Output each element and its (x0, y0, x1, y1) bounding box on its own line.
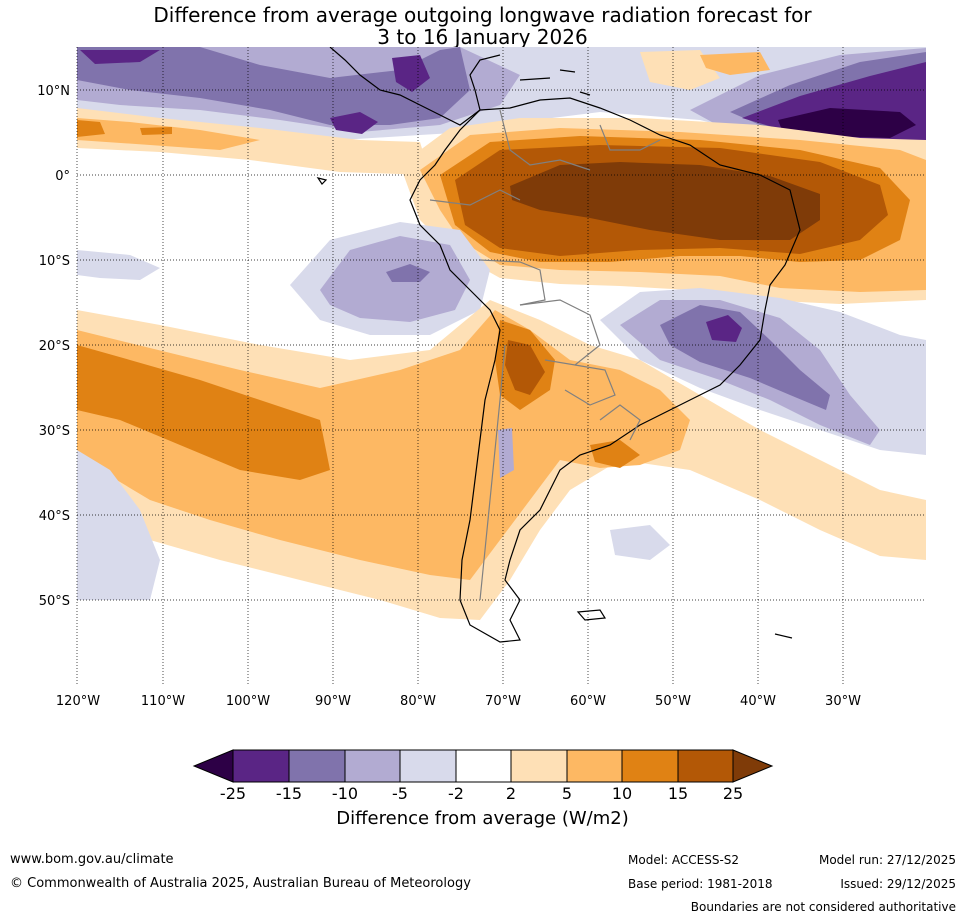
copyright-notice: © Commonwealth of Australia 2025, Austra… (10, 876, 471, 891)
negative-region-central-america (77, 47, 470, 125)
colorbar-frame (232, 749, 734, 783)
negative-region-south-atlantic-strong (660, 305, 830, 410)
colorbar-tick-label: 25 (723, 784, 743, 803)
lon-label-120w: 120°W (56, 694, 100, 709)
colorbar-segment (289, 750, 345, 782)
lat-label-30s: 30°S (39, 424, 70, 439)
lon-label-40w: 40°W (740, 694, 776, 709)
colorbar-arrow-low (192, 749, 234, 783)
border-ecuador-peru (429, 189, 521, 206)
south-america-coastline (409, 97, 801, 643)
border-guianas (599, 124, 661, 151)
lon-label-100w: 100°W (226, 694, 270, 709)
lon-label-70w: 70°W (485, 694, 521, 709)
latitude-labels: 10°N 0° 10°S 20°S 30°S 40°S 50°S (37, 84, 70, 609)
positive-core-la-plata (505, 340, 545, 395)
lat-label-50s: 50°S (39, 594, 70, 609)
issued-date: Issued: 29/12/2025 (840, 877, 956, 891)
lat-label-10s: 10°S (39, 254, 70, 269)
lon-label-30w: 30°W (825, 694, 861, 709)
colorbar-tick-label: 10 (612, 784, 632, 803)
colorbar-tick-label: -2 (448, 784, 464, 803)
lon-label-80w: 80°W (400, 694, 436, 709)
negative-region-south-pacific-west (77, 450, 160, 600)
colorbar-segment (345, 750, 400, 782)
lon-label-60w: 60°W (570, 694, 606, 709)
base-period: Base period: 1981-2018 (628, 877, 773, 891)
colorbar-segment (456, 750, 511, 782)
lon-label-90w: 90°W (315, 694, 351, 709)
negative-core-east-pacific-south (386, 264, 430, 282)
colorbar-arrow-high (732, 749, 774, 783)
colorbar-dividers (288, 750, 679, 782)
colorbar-segment (622, 750, 678, 782)
title-line-1: Difference from average outgoing longwav… (153, 3, 812, 27)
map-title: Difference from average outgoing longwav… (0, 4, 965, 48)
south-georgia (774, 633, 793, 639)
positive-band-north-atlantic-mid (700, 52, 770, 75)
negative-core-central-america (392, 55, 430, 92)
positive-region-south-pacific-strong (77, 345, 330, 480)
border-uruguay (599, 404, 641, 441)
colorbar-tick-label: 5 (562, 784, 572, 803)
negative-core-east-pacific (330, 112, 378, 134)
central-america-coastline (329, 47, 501, 126)
negative-region-patagonia (498, 428, 514, 478)
longitude-labels: 120°W 110°W 100°W 90°W 80°W 70°W 60°W 50… (56, 694, 861, 709)
colorbar-tick-label: -5 (392, 784, 408, 803)
title-line-2: 3 to 16 January 2026 (377, 25, 588, 49)
positive-band-equatorial-pacific-strong-2 (140, 127, 172, 135)
negative-core-south-atlantic (706, 315, 742, 342)
coastlines (316, 47, 801, 643)
model-run-date: Model run: 27/12/2025 (818, 853, 956, 867)
lat-label-0: 0° (55, 169, 70, 184)
lon-label-50w: 50°W (655, 694, 691, 709)
border-peru-brazil (479, 259, 546, 306)
anomaly-field (77, 47, 926, 686)
colorbar-tick-label: 2 (506, 784, 516, 803)
falkland-islands (576, 609, 607, 621)
colorbar: -25 -15 -10 -5 -2 2 5 10 15 25 (192, 749, 774, 803)
galapagos-islands (316, 177, 328, 185)
positive-core-amazon (510, 162, 820, 240)
colorbar-tick-label: -15 (276, 784, 302, 803)
positive-band-north-atlantic (640, 50, 720, 90)
colorbar-tick-label: 15 (668, 784, 688, 803)
negative-core-north-atlantic (778, 108, 916, 138)
border-paraguay (564, 364, 616, 406)
lat-label-10n: 10°N (37, 84, 70, 99)
model-name: Model: ACCESS-S2 (628, 853, 740, 867)
lon-label-110w: 110°W (141, 694, 185, 709)
border-bolivia (519, 299, 601, 366)
colorbar-segment (678, 750, 733, 782)
colorbar-segment (567, 750, 622, 782)
boundaries-disclaimer: Boundaries are not considered authoritat… (690, 900, 956, 914)
colorbar-segment (400, 750, 456, 782)
colorbar-segment (233, 750, 289, 782)
lat-label-40s: 40°S (39, 509, 70, 524)
colorbar-tick-label: -10 (332, 784, 358, 803)
colorbar-title: Difference from average (W/m2) (336, 808, 629, 829)
negative-region-far-east-pacific (77, 250, 160, 280)
colorbar-segment (511, 750, 567, 782)
bom-website-link[interactable]: www.bom.gov.au/climate (10, 852, 174, 867)
colorbar-tick-label: -25 (220, 784, 246, 803)
negative-core-north-pacific (80, 50, 160, 64)
border-colombia-venezuela (499, 109, 591, 171)
lat-label-20s: 20°S (39, 339, 70, 354)
caribbean-islands (519, 69, 591, 96)
country-borders (429, 109, 661, 601)
border-argentina-chile (479, 344, 506, 601)
graticule (76, 47, 926, 686)
positive-band-equatorial-pacific-strong (77, 120, 105, 137)
negative-region-south-atlantic-south (610, 525, 670, 560)
